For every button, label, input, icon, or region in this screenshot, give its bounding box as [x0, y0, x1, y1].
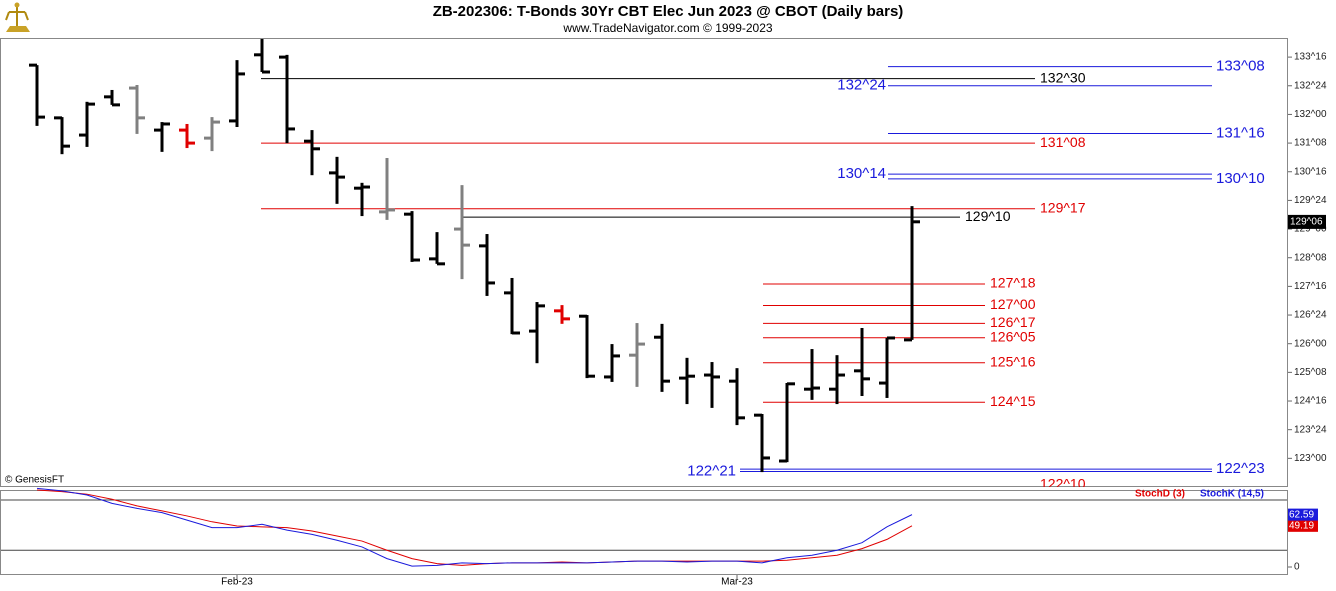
level-label: 131^08 — [1040, 134, 1086, 150]
stoch-line — [36, 489, 913, 566]
source: © GenesisFT — [5, 475, 64, 486]
last-value-box — [1288, 519, 1318, 532]
plot-layer: 133^08 132^30 132^24 131^16 131^08 130^14 130^… — [1, 39, 1327, 588]
y-tick-label: 132^24 — [1294, 80, 1327, 91]
last-value-box — [1288, 508, 1318, 521]
y-tick-label: 133^16 — [1294, 52, 1327, 63]
y-tick-label: 123^00 — [1294, 453, 1327, 464]
level-label: 133^08 — [1216, 58, 1265, 75]
price-panel — [0, 38, 1288, 487]
level-label: 132^30 — [1040, 69, 1086, 85]
y-tick-label: 132^00 — [1294, 109, 1327, 120]
logo — [5, 2, 30, 32]
last-value-label: 62.59 — [1289, 509, 1314, 520]
last-price-label: 129^06 — [1290, 217, 1323, 228]
level-label: 126^05 — [990, 328, 1036, 344]
legend-label: StochD (3) — [1135, 489, 1185, 500]
stoch-panel — [0, 490, 1288, 575]
x-tick-label: Mar-23 — [721, 577, 753, 588]
level-label: 131^16 — [1216, 125, 1265, 142]
y-tick-label: 123^24 — [1294, 424, 1327, 435]
y-tick-label: 129^24 — [1294, 195, 1327, 206]
stoch-line — [36, 487, 913, 567]
level-label: 129^17 — [1040, 199, 1086, 215]
level-label: 122^21 — [687, 462, 736, 479]
level-label: 130^10 — [1216, 170, 1265, 187]
chart-subtitle: www.TradeNavigator.com © 1999-2023 — [562, 21, 772, 35]
y-tick-label: 126^24 — [1294, 310, 1327, 321]
y-tick-label: 131^08 — [1294, 138, 1327, 149]
level-label: 124^15 — [990, 393, 1036, 409]
y-tick-label: 127^16 — [1294, 281, 1327, 292]
y-tick-label: 126^00 — [1294, 338, 1327, 349]
level-label: 127^00 — [990, 296, 1036, 312]
legend-label: StochK (14,5) — [1200, 489, 1264, 500]
y-tick-label: 124^16 — [1294, 396, 1327, 407]
level-label: 125^16 — [990, 354, 1036, 370]
chart-title: ZB-202306: T-Bonds 30Yr CBT Elec Jun 202… — [433, 3, 904, 20]
y-tick-label: 128^08 — [1294, 252, 1327, 263]
level-label: 122^10 — [1040, 475, 1086, 491]
level-label: 130^14 — [837, 165, 886, 182]
x-tick-label: Feb-23 — [221, 577, 253, 588]
last-value-label: 49.19 — [1289, 520, 1314, 531]
y-tick-label: 0 — [1294, 562, 1300, 573]
level-label: 129^10 — [965, 208, 1011, 224]
y-tick-label: 125^08 — [1294, 367, 1327, 378]
price-plot: 133^08 132^30 132^24 131^16 131^08 130^14 130^… — [29, 39, 1265, 491]
level-label: 122^23 — [1216, 460, 1265, 477]
level-label: 126^17 — [990, 314, 1036, 330]
level-label: 132^24 — [837, 77, 886, 94]
last-price-box — [1288, 214, 1326, 229]
level-label: 127^18 — [990, 275, 1036, 291]
y-tick-label: 129^00 — [1294, 224, 1327, 235]
y-tick-label: 130^16 — [1294, 166, 1327, 177]
